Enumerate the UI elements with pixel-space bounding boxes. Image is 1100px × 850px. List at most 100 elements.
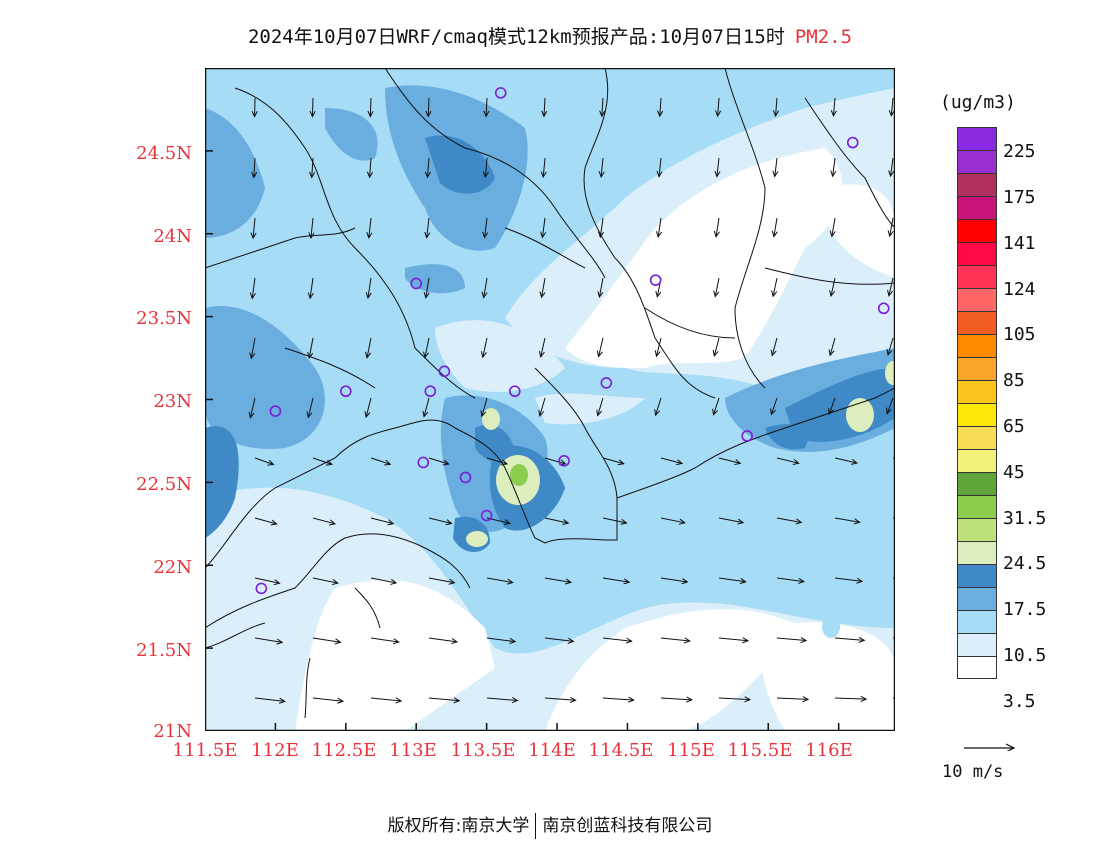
boundaries bbox=[205, 68, 895, 719]
wind-arrow bbox=[714, 157, 721, 178]
legend-label: 105 bbox=[1003, 324, 1036, 345]
axis-ticks bbox=[205, 150, 840, 731]
wind-arrow bbox=[425, 97, 432, 118]
lon-label: 115.5E bbox=[727, 740, 793, 761]
wind-arrow bbox=[596, 397, 604, 417]
wind-arrow bbox=[428, 637, 459, 645]
wind-arrow bbox=[249, 337, 256, 360]
footer-copyright: 版权所有:南京大学 bbox=[387, 816, 530, 836]
wind-arrow bbox=[538, 397, 546, 418]
wind-reference-arrow bbox=[964, 743, 1016, 751]
lon-label: 114.5E bbox=[588, 740, 654, 761]
legend-swatch bbox=[957, 656, 997, 679]
legend-label: 65 bbox=[1003, 416, 1025, 437]
wind-arrow bbox=[251, 97, 258, 118]
wind-arrow bbox=[422, 337, 430, 359]
wind-arrow bbox=[480, 397, 488, 418]
forecast-map[interactable] bbox=[205, 68, 895, 731]
wind-arrow bbox=[597, 217, 605, 239]
lat-label: 21.5N bbox=[136, 640, 192, 661]
station-marker bbox=[494, 87, 507, 99]
wind-arrow bbox=[654, 397, 662, 417]
legend-swatch bbox=[957, 518, 997, 541]
wind-arrow bbox=[486, 697, 519, 704]
legend-swatch bbox=[957, 265, 997, 288]
wind-arrow bbox=[309, 157, 316, 179]
wind-arrow bbox=[365, 337, 372, 359]
legend-label: 17.5 bbox=[1003, 599, 1047, 620]
wind-arrow bbox=[366, 157, 374, 179]
wind-arrow bbox=[834, 695, 868, 703]
footer-company: 南京创蓝科技有限公司 bbox=[542, 816, 713, 836]
wind-arrow bbox=[834, 517, 861, 525]
wind-arrow bbox=[428, 517, 453, 526]
wind-arrow bbox=[776, 637, 808, 644]
station-marker bbox=[508, 385, 521, 398]
wind-arrow bbox=[248, 397, 256, 419]
lon-label: 112E bbox=[251, 740, 299, 761]
wind-arrow bbox=[482, 217, 489, 239]
wind-arrow bbox=[598, 157, 605, 179]
map-canvas bbox=[205, 68, 895, 731]
legend-swatch bbox=[957, 472, 997, 495]
wind-arrow bbox=[482, 157, 489, 179]
station-marker bbox=[410, 277, 423, 290]
wind-arrow bbox=[602, 696, 635, 703]
legend-label: 175 bbox=[1003, 187, 1036, 208]
wind-arrow bbox=[887, 277, 894, 297]
wind-arrow bbox=[660, 517, 686, 525]
station-marker bbox=[417, 456, 430, 469]
footer: 版权所有:南京大学 南京创蓝科技有限公司 bbox=[0, 811, 1100, 839]
station-marker bbox=[846, 136, 859, 149]
wind-arrow bbox=[370, 637, 400, 645]
legend-swatch bbox=[957, 242, 997, 265]
wind-arrow bbox=[770, 397, 778, 416]
wind-arrow bbox=[886, 337, 894, 356]
wind-arrow bbox=[772, 157, 779, 178]
station-marker bbox=[649, 274, 662, 286]
lon-label: 113E bbox=[389, 740, 437, 761]
legend-swatch bbox=[957, 150, 997, 173]
wind-arrow bbox=[364, 397, 372, 419]
legend-label: 10.5 bbox=[1003, 645, 1047, 666]
wind-arrow bbox=[544, 637, 575, 644]
wind-arrow bbox=[654, 337, 662, 358]
lon-label: 112.5E bbox=[311, 740, 377, 761]
wind-arrow bbox=[660, 696, 693, 703]
wind-arrow bbox=[424, 217, 431, 239]
legend-swatch bbox=[957, 380, 997, 403]
monitoring-stations bbox=[255, 87, 890, 595]
legend-swatch bbox=[957, 610, 997, 633]
wind-arrow bbox=[251, 157, 258, 179]
wind-arrow bbox=[887, 217, 894, 238]
wind-arrow bbox=[829, 217, 836, 238]
wind-arrow bbox=[655, 217, 662, 239]
title-species: PM2.5 bbox=[794, 26, 853, 48]
wind-arrow bbox=[486, 457, 509, 466]
legend-swatch bbox=[957, 633, 997, 656]
lat-label: 21N bbox=[153, 721, 192, 742]
wind-arrow bbox=[771, 277, 778, 298]
wind-arrow bbox=[370, 697, 403, 704]
wind-arrow bbox=[424, 157, 431, 179]
wind-arrow bbox=[428, 697, 461, 704]
station-marker bbox=[255, 582, 268, 595]
wind-arrow bbox=[422, 397, 430, 418]
lat-label: 22N bbox=[153, 557, 192, 578]
wind-arrow bbox=[544, 696, 577, 703]
wind-arrow bbox=[254, 637, 284, 645]
wind-arrow bbox=[539, 277, 546, 299]
wind-arrow bbox=[830, 157, 837, 178]
wind-arrow bbox=[312, 577, 339, 586]
wind-arrow bbox=[776, 517, 803, 525]
wind-arrow bbox=[538, 337, 546, 358]
legend-label: 45 bbox=[1003, 462, 1025, 483]
wind-arrow bbox=[481, 277, 488, 299]
legend-swatch bbox=[957, 449, 997, 472]
wind-arrow bbox=[776, 577, 806, 584]
wind-arrow bbox=[254, 577, 281, 586]
wind-arrow bbox=[596, 337, 604, 358]
lat-label: 23N bbox=[153, 391, 192, 412]
wind-arrow bbox=[366, 217, 373, 239]
lat-label: 24N bbox=[153, 226, 192, 247]
